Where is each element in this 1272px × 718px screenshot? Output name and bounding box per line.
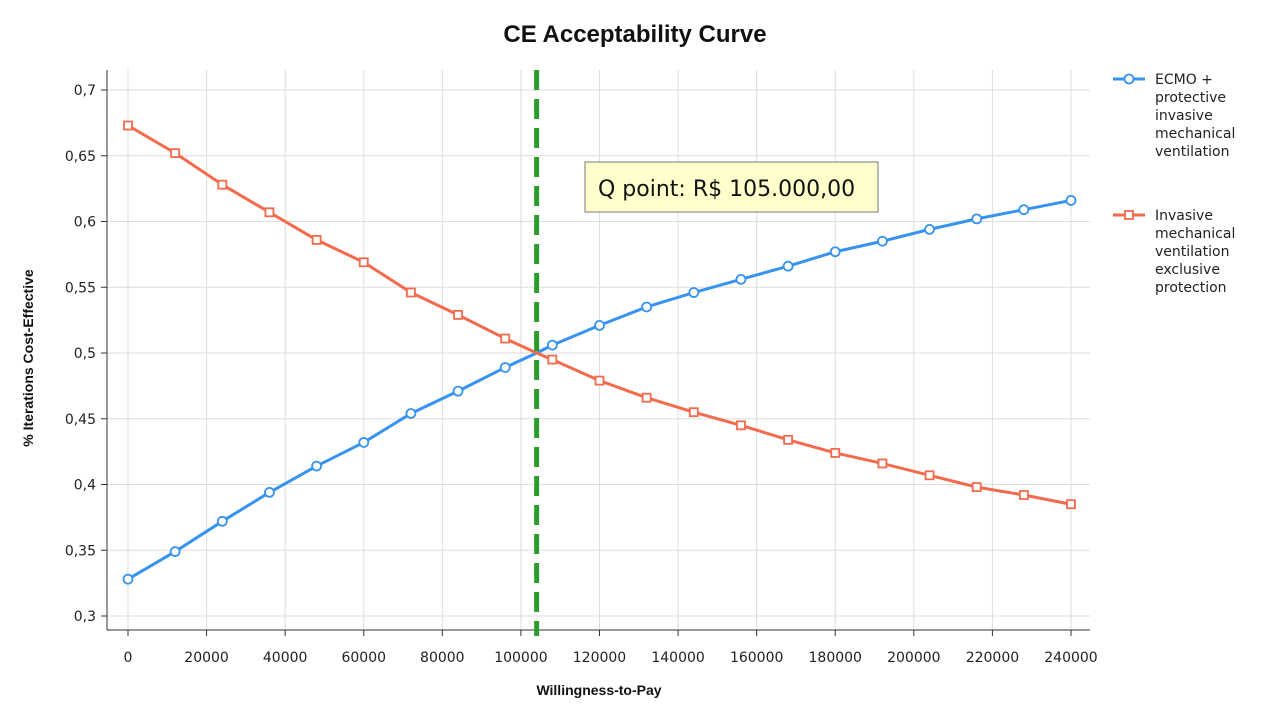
x-tick-label: 80000 [420,650,465,666]
series-2-line [127,124,1072,506]
series-1-point [877,235,888,247]
x-tick-label: 120000 [573,650,626,666]
legend-label-line: ECMO + [1155,72,1213,88]
legend-swatch-marker [1123,73,1135,85]
series-1-point [782,260,794,272]
series-2-point [1066,499,1076,510]
legend-item-1: ECMO + protective invasive mechanical ventil… [1113,72,1235,160]
x-tick-label: 180000 [809,650,862,666]
x-tick-label: 40000 [263,650,308,666]
series-2-point [170,148,181,159]
series-1-point [499,362,511,373]
series-2-point [405,287,416,298]
series-1-point [924,223,935,235]
series-1-point [216,515,228,527]
series-1 [122,195,1077,585]
series-2-point [500,333,511,344]
y-axis-title: % Iterations Cost-Effective [20,269,36,447]
x-tick-label: 240000 [1044,650,1097,666]
series-2-point [736,420,746,431]
y-tick-label: 0,55 [65,280,96,296]
y-tick-label: 0,3 [74,609,96,625]
series-2-point [877,458,888,469]
series-2-point [311,235,322,245]
series-2-point [971,482,982,493]
series-2 [123,120,1076,510]
x-tick-label: 140000 [651,650,704,666]
y-tick-label: 0,7 [74,83,96,99]
x-tick-label: 60000 [341,650,386,666]
series-1-point [594,319,605,331]
series-1-point [358,437,370,448]
x-tick-label: 20000 [184,650,229,666]
series-2-point [358,257,369,268]
y-tick-label: 0,6 [74,215,96,231]
series-2-point [217,179,228,190]
x-tick-label: 200000 [887,650,940,666]
x-axis-title: Willingness-to-Pay [536,682,661,698]
y-tick-label: 0,35 [65,543,96,559]
axes: 0,3 0,35 0,4 0,45 0,5 0,55 0,6 0,65 0,7 0 20000 400… [65,70,1098,666]
series-2-point [453,309,463,320]
legend-label-line: mechanical [1155,226,1235,242]
legend-label-line: exclusive [1155,262,1220,278]
series-1-point [735,273,747,285]
series-2-point [783,434,793,445]
legend: ECMO + protective invasive mechanical ventil… [1113,72,1235,296]
series-1-point [1018,204,1030,216]
legend-label-line: invasive [1155,108,1213,124]
series-2-point [1018,490,1029,500]
series-1-point [971,213,983,225]
grid-lines [107,70,1090,630]
series-1-point [641,301,653,313]
annotation: Q point: R$ 105.000,00 [584,161,879,213]
annotation-box [584,161,879,213]
x-tick-label: 220000 [966,650,1019,666]
y-tick-label: 0,45 [65,412,96,428]
series-2-point [830,448,841,458]
series-1-point [688,287,700,298]
legend-label-line: protective [1155,90,1226,106]
series-2-point [594,375,605,386]
series-1-point [546,339,558,351]
series-1-point [122,573,134,585]
legend-label-line: ventilation [1155,244,1229,260]
legend-label-line: ventilation [1155,144,1229,160]
series-2-point [264,207,275,218]
x-tick-label: 100000 [494,650,547,666]
y-tick-label: 0,4 [74,478,96,494]
series-lines [122,120,1077,585]
series-1-point [452,385,464,397]
chart-title: CE Acceptability Curve [503,21,766,48]
x-tick-label: 160000 [730,650,783,666]
series-1-point [829,246,841,258]
series-1-point [405,408,417,419]
legend-label-line: protection [1155,280,1227,296]
series-1-point [169,546,181,557]
series-2-point [924,470,935,481]
y-tick-label: 0,5 [74,346,96,362]
x-tick-label: 0 [124,650,133,666]
legend-item-2: Invasive mechanical ventilation exclusive pr… [1113,208,1235,296]
series-1-line [127,198,1072,581]
series-1-point [264,486,275,498]
legend-label-line: mechanical [1155,126,1235,142]
series-2-point [641,392,652,403]
series-1-point [311,460,323,472]
legend-label-line: Invasive [1155,208,1213,224]
legend-swatch-marker [1124,210,1134,220]
y-tick-label: 0,65 [65,149,96,165]
series-2-point [688,407,699,418]
series-2-point [547,354,558,365]
annotation-text: Q point: R$ 105.000,00 [598,177,855,202]
series-2-point [123,120,133,131]
series-1-point [1065,195,1077,206]
